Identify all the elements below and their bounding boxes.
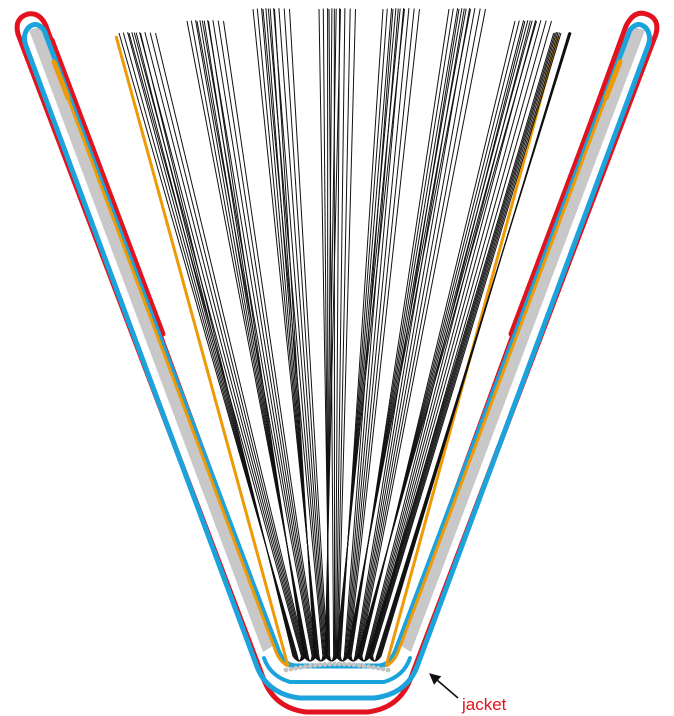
jacket-outline [14,10,660,715]
endpaper-right-hinge [385,81,614,668]
endpaper-left-hinge [60,81,289,668]
page-signatures [118,8,572,662]
page-signature [367,32,572,662]
sewing-dot [332,661,337,667]
sewing-dot [346,662,352,667]
sewing-dot [322,662,328,667]
endpaper-left [114,35,290,667]
sewing-dot [361,663,367,669]
board-right [398,26,645,652]
spine-hollow [262,656,412,684]
cover-outline [21,22,653,701]
sewing-dot [283,667,289,673]
sewing-dot [341,661,347,667]
sewing-dot [385,667,391,673]
sewing-dot [356,662,362,668]
sewing-dot [293,665,299,671]
sewing-dot [375,665,381,671]
jacket-callout-label: jacket [461,695,507,714]
page-signature [118,32,307,662]
sewing-dot [312,662,318,668]
sewing-dot [337,661,342,667]
jacket-callout-arrow [429,673,459,699]
page-signature [318,8,356,662]
sewing-dot [298,665,303,670]
sewing-dot [288,666,294,672]
sewing-dot [317,662,323,668]
sewing-dot [380,666,386,672]
sewing-dot [307,663,313,669]
jacket-left-end [25,11,261,603]
board-left [29,26,276,652]
sewing-dot [351,662,357,668]
sewing-dot [303,664,308,669]
sewing-dot [366,664,371,669]
jacket-flap-right [508,37,625,337]
sewing-dot [371,665,376,670]
page-leaf [367,32,570,662]
cover-inner [41,27,633,669]
spine-sewing [283,661,391,673]
jacket-flap-left [49,37,166,337]
sewing-dot [327,661,333,667]
